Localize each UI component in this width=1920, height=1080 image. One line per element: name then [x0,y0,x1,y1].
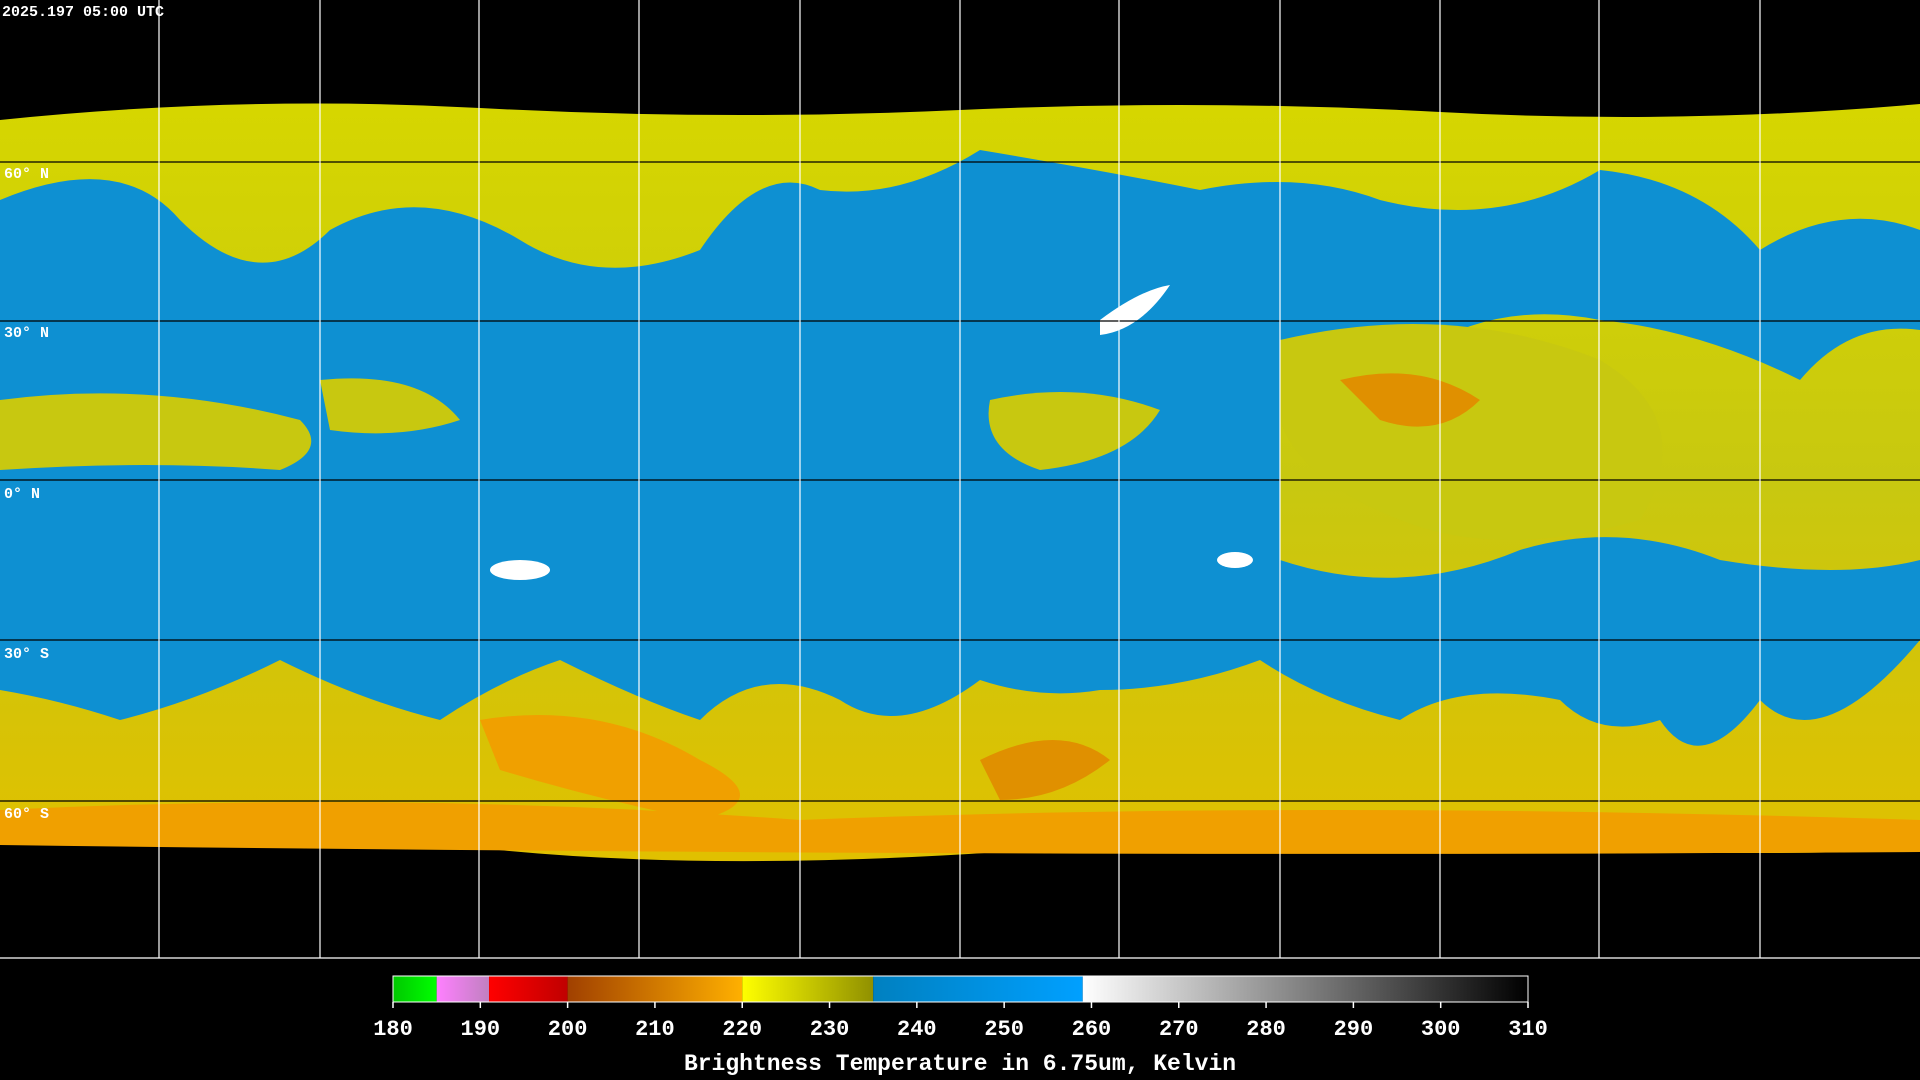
colorbar-tick-label: 310 [1508,1017,1548,1042]
colorbar-frame [392,975,1529,1003]
colorbar-tick-label: 230 [810,1017,850,1042]
colorbar-tick-label: 210 [635,1017,675,1042]
colorbar-tick-label: 270 [1159,1017,1199,1042]
latitude-label: 60° N [4,166,49,183]
timestamp: 2025.197 05:00 UTC [2,4,164,21]
colorbar-tick-label: 290 [1334,1017,1374,1042]
colorbar-tick-label: 180 [373,1017,413,1042]
latitude-label: 60° S [4,806,49,823]
colorbar-tick-label: 280 [1246,1017,1286,1042]
colorbar-tick-label: 300 [1421,1017,1461,1042]
colorbar-segment [1082,976,1528,1002]
colorbar-segment [873,976,1083,1002]
colorbar-segment [436,976,490,1002]
colorbar-title: Brightness Temperature in 6.75um, Kelvin [684,1051,1236,1077]
colorbar-tick-label: 240 [897,1017,937,1042]
colorbar-tick-label: 190 [461,1017,501,1042]
colorbar-tick-label: 200 [548,1017,588,1042]
colorbar-segment [489,976,568,1002]
colorbar-tick-label: 220 [722,1017,762,1042]
graticule [0,0,1920,959]
colorbar-segment [393,976,437,1002]
latitude-label: 0° N [4,486,40,503]
colorbar-tick-label: 250 [984,1017,1024,1042]
latitude-label: 30° N [4,325,49,342]
colorbar-segment [742,976,874,1002]
colorbar-tick-label: 260 [1072,1017,1112,1042]
latitude-label: 30° S [4,646,49,663]
colorbar-segment [567,976,743,1002]
